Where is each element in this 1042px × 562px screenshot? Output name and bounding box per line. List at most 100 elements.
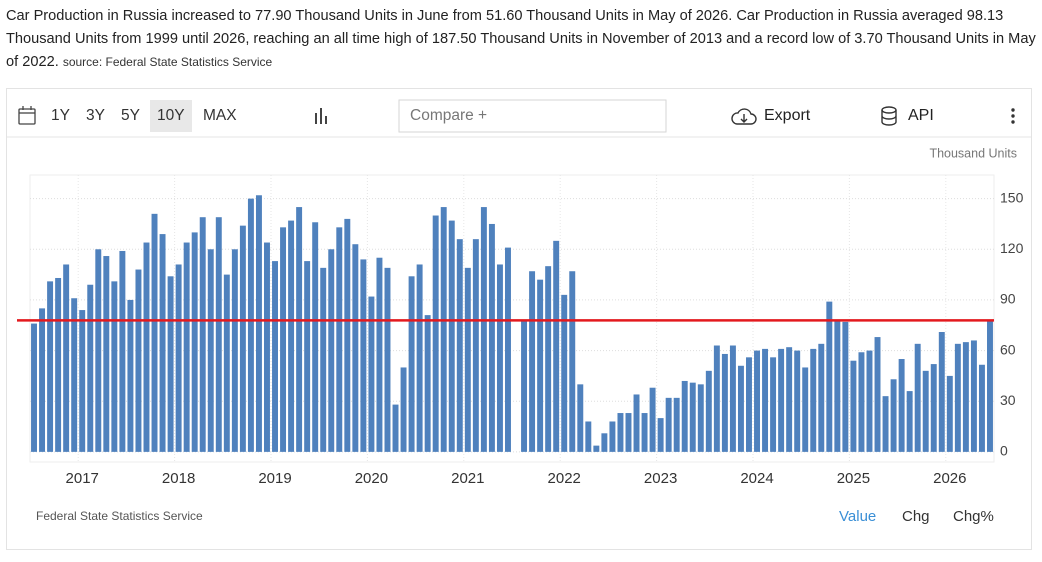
bar: [569, 271, 576, 452]
x-tick-label: 2025: [837, 470, 870, 487]
bar: [553, 240, 560, 452]
bar: [641, 413, 648, 452]
compare-placeholder[interactable]: Compare +: [410, 107, 487, 124]
bar: [521, 320, 528, 452]
bar: [312, 222, 319, 452]
bar: [151, 213, 158, 452]
bar: [970, 340, 977, 452]
bar: [304, 261, 311, 452]
range-button[interactable]: 3Y: [86, 107, 105, 124]
bar: [890, 379, 897, 452]
x-tick-label: 2019: [258, 470, 291, 487]
chart-type-icon[interactable]: [315, 108, 327, 124]
bar: [223, 274, 230, 452]
range-button[interactable]: 1Y: [51, 107, 70, 124]
x-tick-label: 2026: [933, 470, 966, 487]
bar: [143, 242, 150, 452]
bar: [400, 367, 407, 452]
api-icon[interactable]: [881, 106, 897, 126]
bar: [416, 264, 423, 452]
y-tick-label: 150: [1000, 189, 1024, 205]
bar: [103, 256, 110, 452]
bar: [746, 357, 752, 452]
bar: [882, 396, 889, 452]
bar: [609, 421, 616, 452]
bar: [649, 387, 656, 452]
bar: [296, 207, 303, 452]
bar: [63, 264, 70, 452]
bar: [802, 367, 809, 452]
range-button[interactable]: MAX: [203, 107, 237, 124]
range-button[interactable]: 10Y: [150, 100, 192, 132]
bar: [657, 418, 664, 452]
bar: [545, 266, 552, 452]
bar: [336, 227, 343, 452]
bar: [384, 267, 391, 452]
bar: [392, 404, 399, 452]
series-tab[interactable]: Chg%: [953, 508, 994, 525]
bar: [111, 281, 118, 452]
bar: [496, 264, 503, 452]
calendar-icon[interactable]: [18, 106, 36, 125]
bar: [729, 345, 736, 452]
bar: [778, 348, 785, 452]
x-tick-label: 2020: [355, 470, 388, 487]
more-menu[interactable]: [1011, 108, 1015, 124]
bar: [922, 370, 929, 452]
series-tab[interactable]: Value: [839, 508, 877, 525]
bar: [601, 433, 608, 452]
x-tick-label: 2023: [644, 470, 677, 487]
bar: [280, 227, 287, 452]
bar: [705, 370, 712, 452]
x-tick-label: 2024: [740, 470, 773, 487]
bar: [480, 207, 487, 452]
bar: [537, 279, 544, 452]
bar: [135, 269, 142, 452]
bar: [866, 350, 873, 452]
bar: [593, 445, 600, 452]
bar: [376, 257, 383, 452]
bar: [55, 277, 62, 452]
series-tab[interactable]: Chg: [902, 508, 930, 525]
bar: [175, 264, 182, 452]
bar: [424, 315, 431, 452]
bar: [561, 294, 568, 452]
footer-source: Federal State Statistics Service: [36, 509, 203, 523]
bar: [946, 375, 953, 452]
bar: [119, 250, 126, 452]
bar: [938, 332, 945, 452]
y-tick-label: 90: [1000, 291, 1016, 307]
range-button[interactable]: 5Y: [121, 107, 140, 124]
bar: [585, 421, 592, 452]
x-tick-label: 2022: [548, 470, 581, 487]
bar: [850, 360, 857, 452]
bar: [288, 220, 295, 452]
bar: [577, 384, 584, 452]
bar: [737, 365, 744, 452]
export-button[interactable]: Export: [764, 107, 811, 124]
bar: [633, 394, 640, 452]
bar: [264, 242, 270, 452]
bar: [681, 380, 688, 452]
description-source: source: Federal State Statistics Service: [62, 55, 273, 69]
bar: [440, 207, 447, 452]
bar: [770, 357, 777, 452]
bar: [199, 217, 206, 452]
api-button[interactable]: API: [908, 107, 934, 124]
export-icon[interactable]: [731, 108, 757, 125]
y-axis-unit: Thousand Units: [929, 146, 1017, 160]
bar: [328, 249, 335, 452]
bar: [962, 342, 969, 452]
bar: [368, 296, 375, 452]
bar: [834, 320, 841, 452]
bar: [464, 267, 471, 452]
bar: [408, 276, 415, 452]
bar: [786, 347, 793, 452]
bar: [810, 348, 817, 452]
bar: [191, 232, 198, 452]
compare-input[interactable]: [398, 99, 667, 133]
bar: [794, 350, 801, 452]
bar: [472, 239, 479, 452]
x-tick-label: 2018: [162, 470, 195, 487]
